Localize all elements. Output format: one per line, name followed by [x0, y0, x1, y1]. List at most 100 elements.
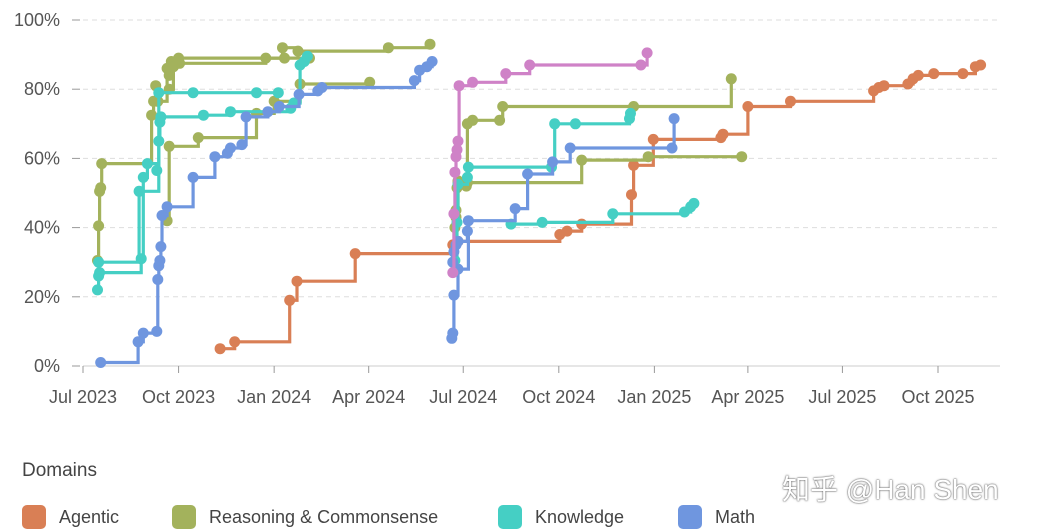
data-point-knowledge-1-5[interactable] [141, 158, 153, 170]
data-point-knowledge-3-4[interactable] [462, 161, 474, 173]
data-point-knowledge-1-9[interactable] [155, 111, 167, 123]
data-point-knowledge-1-2[interactable] [94, 267, 106, 279]
data-point-agentic-1-8[interactable] [561, 225, 573, 237]
legend-item-knowledge[interactable]: Knowledge [498, 505, 624, 529]
data-point-other-1-10[interactable] [635, 59, 647, 71]
data-point-math-2-9[interactable] [666, 142, 678, 154]
data-point-agentic-1-14[interactable] [717, 128, 729, 140]
data-point-math-1-8[interactable] [156, 210, 168, 221]
data-point-reasoning-3-4[interactable] [279, 52, 290, 64]
data-point-math-2-7[interactable] [547, 156, 559, 168]
data-point-agentic-1-19[interactable] [878, 80, 890, 92]
data-point-other-1-8[interactable] [500, 68, 512, 80]
data-point-knowledge-2-0[interactable] [93, 256, 105, 268]
data-point-math-2-8[interactable] [564, 142, 576, 154]
data-point-knowledge-4-2[interactable] [607, 208, 619, 220]
data-point-reasoning-5-3[interactable] [467, 114, 479, 126]
data-point-math-1-4[interactable] [152, 274, 164, 285]
data-point-knowledge-4-5[interactable] [688, 197, 700, 209]
data-point-other-1-7[interactable] [467, 76, 479, 88]
data-point-knowledge-2-3[interactable] [187, 87, 199, 99]
data-point-agentic-1-12[interactable] [647, 133, 659, 145]
data-point-knowledge-2-1[interactable] [133, 185, 145, 197]
data-point-math-2-2[interactable] [448, 289, 460, 301]
data-point-agentic-1-2[interactable] [284, 294, 296, 306]
legend-item-reasoning[interactable]: Reasoning & Commonsense [172, 505, 438, 529]
data-point-math-1-2[interactable] [137, 327, 149, 339]
data-point-math-1-7[interactable] [155, 241, 167, 253]
legend-item-agentic[interactable]: Agentic [22, 505, 119, 529]
data-point-math-1-15[interactable] [240, 111, 252, 123]
data-point-math-2-1[interactable] [447, 327, 459, 339]
data-point-math-1-21[interactable] [408, 75, 420, 87]
data-point-knowledge-1-0[interactable] [92, 284, 103, 296]
data-point-agentic-1-11[interactable] [628, 159, 640, 171]
data-point-math-1-18[interactable] [293, 88, 305, 100]
data-point-reasoning-2-6[interactable] [364, 76, 376, 88]
data-point-agentic-1-4[interactable] [349, 248, 361, 260]
data-point-math-1-1[interactable] [132, 336, 144, 348]
data-point-agentic-1-10[interactable] [626, 189, 637, 201]
data-point-math-3-4[interactable] [461, 225, 473, 237]
data-point-math-1-24[interactable] [426, 56, 438, 67]
data-point-math-1-17[interactable] [273, 101, 285, 112]
data-point-knowledge-1-4[interactable] [137, 171, 149, 183]
data-point-other-1-6[interactable] [453, 80, 465, 92]
data-point-math-1-10[interactable] [187, 171, 199, 183]
data-point-other-1-9[interactable] [524, 59, 536, 71]
data-point-reasoning-4-7[interactable] [642, 151, 654, 163]
data-point-reasoning-1-4[interactable] [96, 158, 108, 170]
data-point-reasoning-5-7[interactable] [725, 73, 737, 85]
data-point-reasoning-1-16[interactable] [424, 38, 436, 50]
data-point-reasoning-1-5[interactable] [146, 109, 158, 121]
data-point-math-1-0[interactable] [95, 357, 107, 368]
data-point-knowledge-3-9[interactable] [625, 107, 636, 119]
data-point-other-1-4[interactable] [451, 144, 463, 156]
data-point-math-2-10[interactable] [668, 113, 680, 125]
data-point-other-1-11[interactable] [641, 47, 653, 59]
data-point-agentic-1-0[interactable] [214, 343, 226, 355]
data-point-knowledge-2-5[interactable] [272, 87, 284, 99]
data-point-reasoning-2-2[interactable] [192, 132, 204, 144]
data-point-agentic-1-15[interactable] [742, 101, 754, 112]
data-point-knowledge-3-7[interactable] [569, 118, 581, 130]
data-point-knowledge-1-6[interactable] [151, 165, 163, 176]
data-point-reasoning-1-3[interactable] [95, 182, 107, 194]
data-point-math-1-11[interactable] [209, 151, 221, 163]
data-point-other-1-1[interactable] [448, 208, 460, 220]
data-point-agentic-1-24[interactable] [957, 68, 969, 80]
data-point-reasoning-3-2[interactable] [174, 57, 186, 69]
data-point-knowledge-1-16[interactable] [301, 50, 313, 62]
data-point-math-1-14[interactable] [236, 139, 248, 151]
data-point-math-1-20[interactable] [316, 82, 328, 93]
data-point-reasoning-1-1[interactable] [93, 220, 105, 232]
data-point-math-1-9[interactable] [161, 201, 173, 213]
data-point-reasoning-1-15[interactable] [382, 42, 394, 54]
data-point-knowledge-2-4[interactable] [251, 87, 262, 99]
data-point-reasoning-5-5[interactable] [497, 101, 509, 112]
data-point-math-2-5[interactable] [509, 203, 521, 215]
data-point-math-2-6[interactable] [522, 168, 534, 180]
data-point-agentic-1-23[interactable] [928, 68, 940, 80]
data-point-knowledge-4-1[interactable] [536, 216, 548, 228]
data-point-math-1-16[interactable] [262, 106, 274, 118]
data-point-agentic-1-22[interactable] [912, 69, 924, 81]
data-point-agentic-1-3[interactable] [291, 275, 303, 287]
data-point-knowledge-3-3[interactable] [461, 171, 473, 183]
data-point-knowledge-3-6[interactable] [549, 118, 561, 130]
data-point-agentic-1-16[interactable] [785, 95, 796, 107]
data-point-knowledge-2-2[interactable] [153, 87, 165, 99]
data-point-math-1-6[interactable] [154, 255, 166, 266]
data-point-knowledge-1-10[interactable] [198, 109, 209, 121]
data-point-math-1-13[interactable] [225, 142, 236, 154]
data-point-other-1-0[interactable] [447, 267, 459, 279]
data-point-agentic-1-9[interactable] [576, 218, 588, 230]
data-point-agentic-1-1[interactable] [229, 336, 241, 348]
data-point-reasoning-2-1[interactable] [163, 140, 175, 152]
data-point-reasoning-4-8[interactable] [736, 151, 748, 163]
data-point-other-1-2[interactable] [449, 166, 461, 178]
data-point-math-1-3[interactable] [151, 325, 163, 337]
data-point-reasoning-1-14[interactable] [292, 45, 304, 57]
data-point-math-2-4[interactable] [462, 215, 474, 227]
legend-item-math[interactable]: Math [678, 505, 755, 529]
